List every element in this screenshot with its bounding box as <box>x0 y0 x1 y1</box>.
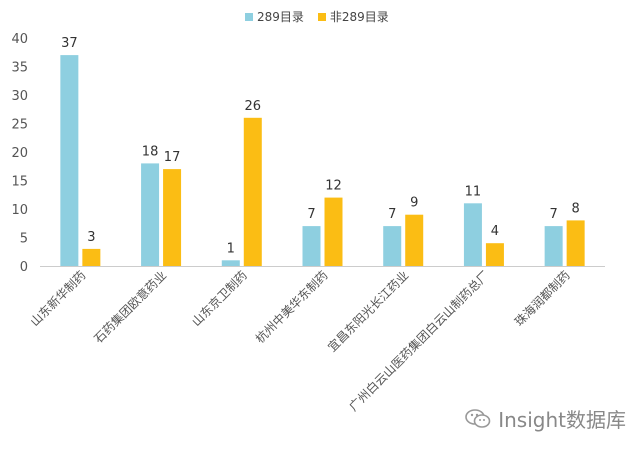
watermark: Insight数据库 <box>464 404 626 433</box>
bar-non289 <box>163 169 182 266</box>
bar-289 <box>221 260 240 266</box>
y-tick-label: 35 <box>11 61 28 76</box>
data-label: 17 <box>164 150 181 165</box>
data-label: 7 <box>550 207 558 222</box>
y-tick-label: 5 <box>20 232 28 247</box>
data-label: 4 <box>491 224 499 239</box>
y-tick-label: 20 <box>11 146 28 161</box>
bar-289 <box>383 226 402 266</box>
data-label: 3 <box>87 230 95 245</box>
legend-label-289: 289目录 <box>257 10 304 24</box>
wechat-icon <box>465 408 491 428</box>
data-label: 11 <box>465 184 482 199</box>
x-tick-label: 宜昌东阳光长江药业 <box>324 268 411 355</box>
x-tick-label: 石药集团欧意药业 <box>91 268 169 346</box>
legend-item-non289: 非289目录 <box>317 8 389 25</box>
bar-289 <box>141 163 160 266</box>
data-label: 9 <box>410 196 418 211</box>
data-label: 1 <box>227 241 235 256</box>
bar-289 <box>302 226 321 266</box>
bar-289 <box>544 226 563 266</box>
bar-289 <box>60 55 79 266</box>
data-label: 12 <box>325 179 342 194</box>
bar-non289 <box>82 248 101 266</box>
y-tick-label: 40 <box>11 32 28 47</box>
y-tick-label: 25 <box>11 118 28 133</box>
data-label: 18 <box>142 144 159 159</box>
y-tick-label: 0 <box>20 260 28 275</box>
x-tick-label: 山东新华制药 <box>27 268 89 330</box>
legend-label-non289: 非289目录 <box>329 10 389 24</box>
data-label: 26 <box>245 99 262 114</box>
y-tick-label: 30 <box>11 89 28 104</box>
data-label: 37 <box>61 36 78 51</box>
bar-non289 <box>324 197 343 266</box>
legend: 289目录 非289目录 <box>245 8 389 25</box>
legend-swatch-non289 <box>317 12 326 21</box>
bar-non289 <box>405 214 424 266</box>
y-tick-label: 10 <box>11 203 28 218</box>
bar-non289 <box>485 243 504 266</box>
data-label: 7 <box>307 207 315 222</box>
x-tick-label: 山东京卫制药 <box>189 268 250 329</box>
bar-289 <box>463 203 482 266</box>
bar-non289 <box>566 220 585 266</box>
legend-item-289: 289目录 <box>245 8 304 25</box>
watermark-text: Insight数据库 <box>498 408 626 432</box>
y-tick-label: 15 <box>11 175 28 190</box>
x-tick-label: 珠海润都制药 <box>511 268 573 330</box>
x-tick-label: 杭州中美华东制药 <box>252 268 330 346</box>
data-label: 7 <box>388 207 396 222</box>
data-label: 8 <box>572 201 580 216</box>
legend-swatch-289 <box>245 12 253 21</box>
x-tick-label: 广州白云山医药集团白云山制药总厂 <box>346 268 492 414</box>
bar-non289 <box>243 117 262 266</box>
